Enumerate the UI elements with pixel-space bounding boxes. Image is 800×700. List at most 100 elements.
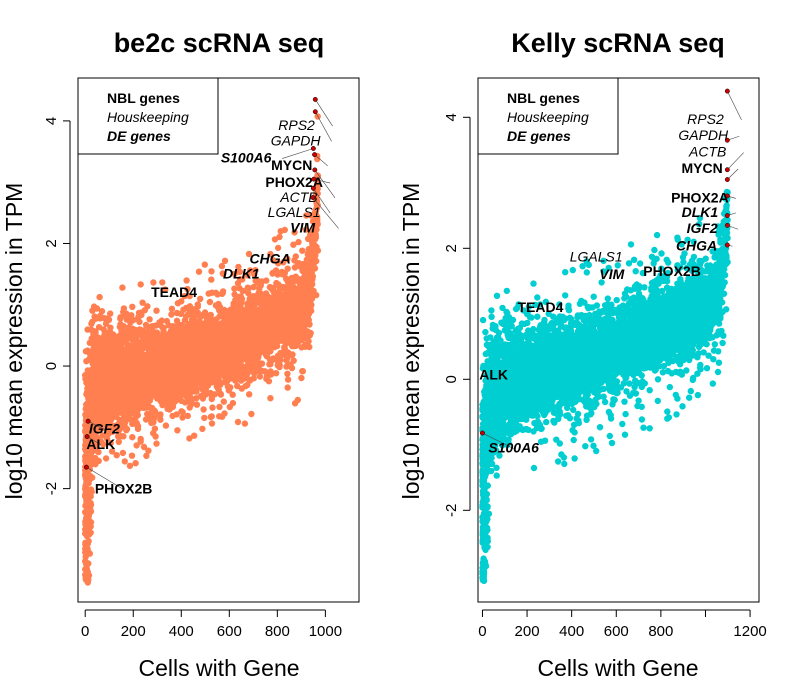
legend-entry: DE genes <box>507 128 571 144</box>
gene-leader-line <box>87 420 105 430</box>
legend-entry: NBL genes <box>507 90 580 106</box>
legend-entry: Houskeeping <box>507 109 589 125</box>
gene-point <box>84 434 90 439</box>
gene-point <box>310 185 316 191</box>
gene-point <box>312 109 318 115</box>
cell-points <box>82 113 322 586</box>
legend: NBL genes Houskeeping DE genes <box>77 77 219 155</box>
gene-label: MYCN <box>682 160 723 176</box>
gene-label: ALK <box>86 436 115 452</box>
gene-label: PHOX2B <box>95 481 153 497</box>
gene-label: S100A6 <box>221 150 272 166</box>
legend-box <box>477 77 619 155</box>
gene-leader-line <box>315 111 332 142</box>
x-tick-label: 600 <box>604 623 629 640</box>
gene-point <box>724 222 730 228</box>
axes: 0 200 400 600 800 1200 -2 0 2 4 <box>443 113 767 640</box>
gene-point <box>724 137 730 143</box>
gene-label: RPS2 <box>687 111 724 127</box>
gene-label: GAPDH <box>678 127 729 143</box>
chart-title: Kelly scRNA seq <box>511 28 725 58</box>
gene-point <box>724 88 730 94</box>
y-tick-label: 4 <box>443 113 460 121</box>
gene-leader-line <box>727 152 744 170</box>
point-cloud <box>82 113 322 586</box>
legend: NBL genes Houskeeping DE genes <box>477 77 619 155</box>
gene-point <box>724 193 730 199</box>
gene-point <box>311 176 317 182</box>
gene-leader-line <box>312 197 339 229</box>
gene-label: PHOX2B <box>643 263 701 279</box>
legend-entry: NBL genes <box>107 90 180 106</box>
gene-label: LGALS1 <box>570 248 623 264</box>
gene-point <box>312 152 318 158</box>
gene-label: CHGA <box>250 251 291 267</box>
gene-label: ALK <box>479 366 508 382</box>
y-tick-label: -2 <box>43 482 60 495</box>
gene-point <box>724 242 730 248</box>
gene-point <box>724 177 730 182</box>
gene-leader-line <box>313 188 331 214</box>
gene-label: IGF2 <box>687 220 718 236</box>
point-cloud <box>479 188 731 585</box>
y-axis-label: log10 mean expression in TPM <box>1 183 27 500</box>
cell-points <box>479 188 731 585</box>
gene-point <box>85 418 91 424</box>
y-tick-label: -2 <box>443 504 460 517</box>
y-tick-label: 2 <box>443 244 460 252</box>
y-tick-label: 4 <box>43 117 60 125</box>
gene-label: TEAD4 <box>517 299 563 315</box>
gene-label: PHOX2A <box>671 189 729 205</box>
plot-frame <box>477 77 760 603</box>
gene-label: DLK1 <box>223 265 260 281</box>
panel-be2c: be2c scRNA seq Cells with Gene log10 mea… <box>1 28 360 681</box>
gene-leader-line <box>313 178 331 184</box>
x-tick-label: 800 <box>648 623 673 640</box>
x-tick-label: 200 <box>121 623 146 640</box>
x-tick-label: 1200 <box>733 623 766 640</box>
gene-leader-line <box>727 90 742 120</box>
gene-point <box>83 464 89 470</box>
x-tick-label: 200 <box>515 623 540 640</box>
gene-label: RPS2 <box>278 117 315 133</box>
gene-leader-line <box>282 148 314 159</box>
x-tick-label: 0 <box>81 623 89 640</box>
gene-point <box>724 167 730 173</box>
panel-kelly: Kelly scRNA seq Cells with Gene log10 me… <box>398 28 767 681</box>
x-tick-label: 1000 <box>309 623 342 640</box>
gene-label: TEAD4 <box>151 284 197 300</box>
legend-entry: DE genes <box>107 128 171 144</box>
x-tick-label: 600 <box>217 623 242 640</box>
gene-leader-line <box>727 168 739 180</box>
axes: 0 200 400 600 800 1000 -2 0 2 4 <box>43 117 342 640</box>
x-axis-label: Cells with Gene <box>537 655 698 681</box>
y-tick-label: 0 <box>443 375 460 383</box>
x-tick-label: 400 <box>169 623 194 640</box>
gene-label: MYCN <box>271 157 312 173</box>
gene-leader-line <box>315 99 333 127</box>
gene-label: S100A6 <box>488 440 539 456</box>
y-tick-label: 2 <box>43 239 60 247</box>
gene-label: DLK1 <box>682 204 719 220</box>
x-tick-label: 400 <box>559 623 584 640</box>
gene-point <box>310 195 316 200</box>
y-tick-label: 0 <box>43 362 60 370</box>
gene-point <box>312 97 318 102</box>
gene-label: CHGA <box>676 237 717 253</box>
gene-point <box>310 146 316 151</box>
gene-label: VIM <box>290 219 315 235</box>
gene-label: LGALS1 <box>268 204 321 220</box>
y-axis-label: log10 mean expression in TPM <box>398 183 424 500</box>
x-axis-label: Cells with Gene <box>138 655 299 681</box>
gene-leader-line <box>86 436 101 446</box>
gene-leader-line <box>314 154 328 167</box>
plot-frame <box>77 77 360 603</box>
chart-title: be2c scRNA seq <box>114 28 325 58</box>
gene-label: IGF2 <box>89 420 120 436</box>
gene-label: VIM <box>599 266 624 282</box>
gene-point <box>312 167 318 173</box>
gene-point <box>724 213 730 219</box>
